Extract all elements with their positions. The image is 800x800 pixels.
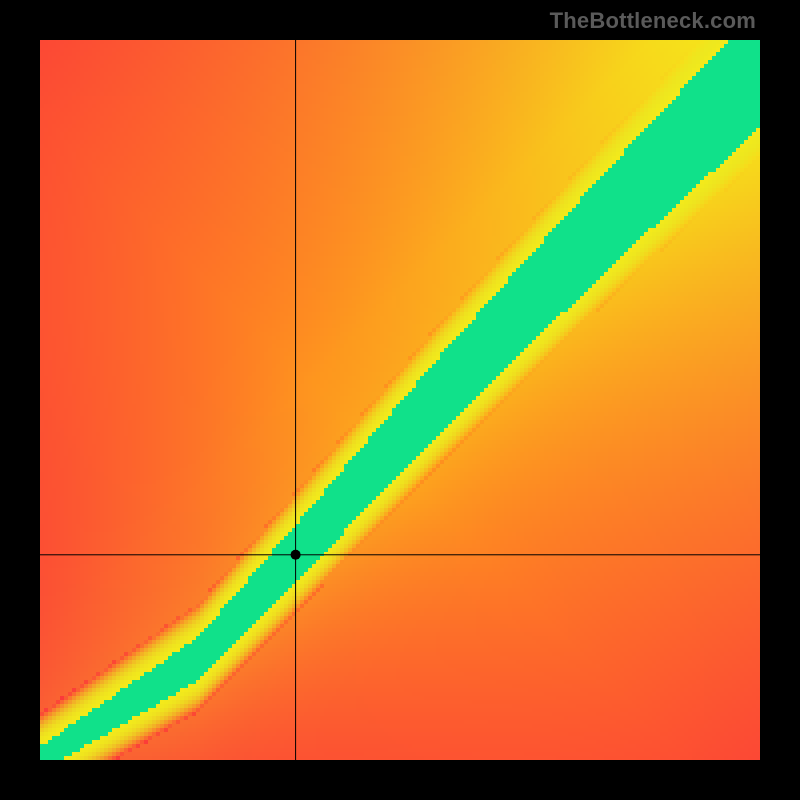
heatmap-canvas: [0, 0, 800, 800]
chart-frame: TheBottleneck.com: [0, 0, 800, 800]
watermark-text: TheBottleneck.com: [550, 8, 756, 34]
